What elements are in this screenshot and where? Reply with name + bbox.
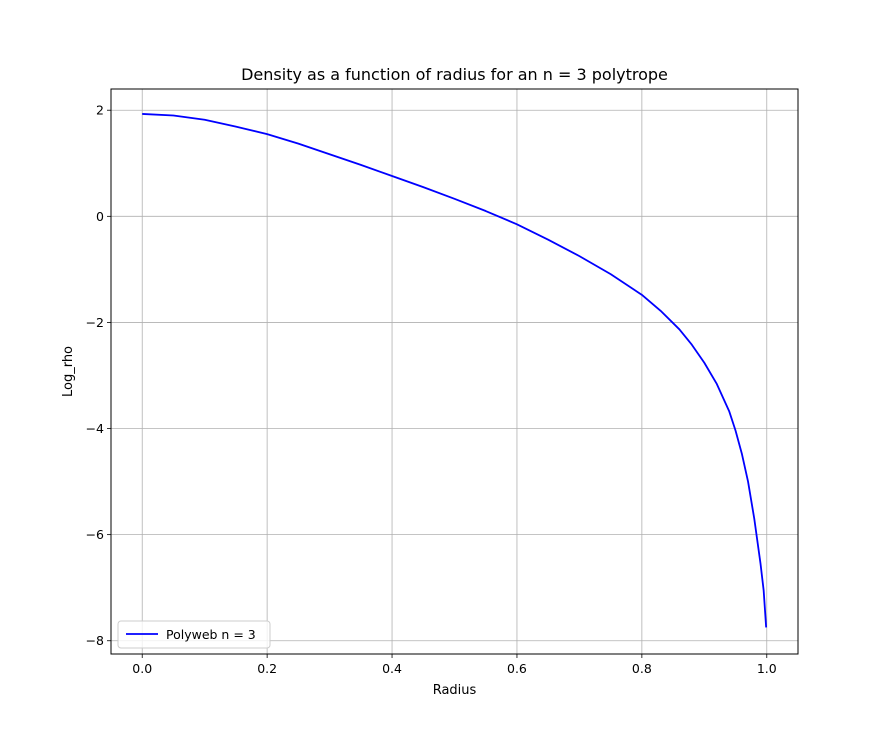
legend: Polyweb n = 3	[117, 620, 271, 649]
legend-box	[117, 620, 271, 649]
axes-frame	[110, 88, 799, 655]
y-tick-label: 0	[96, 209, 104, 224]
x-tick-label: 1.0	[757, 661, 777, 676]
chart-title: Density as a function of radius for an n…	[241, 65, 668, 84]
x-tick-label: 0.6	[507, 661, 527, 676]
x-tick-label: 0.2	[257, 661, 277, 676]
grid	[111, 89, 798, 654]
x-tick-label: 0.0	[132, 661, 152, 676]
x-tick-label: 0.4	[382, 661, 402, 676]
y-tick-label: −6	[86, 527, 104, 542]
y-tick-label: −4	[86, 421, 104, 436]
series-layer	[142, 113, 768, 628]
y-tick-label: 2	[96, 103, 104, 118]
y-tick-label: −2	[86, 315, 104, 330]
x-tick-label: 0.8	[632, 661, 652, 676]
ticks: 0.0 0.2 0.4 0.6 0.8 1.0 2 0 −2 −4 −6 −8	[86, 103, 777, 676]
series-line	[142, 113, 768, 628]
legend-entry-label: Polyweb n = 3	[166, 627, 256, 642]
y-tick-label: −8	[86, 633, 104, 648]
x-axis-label: Radius	[433, 683, 477, 698]
y-axis-label: Log_rho	[61, 346, 76, 397]
